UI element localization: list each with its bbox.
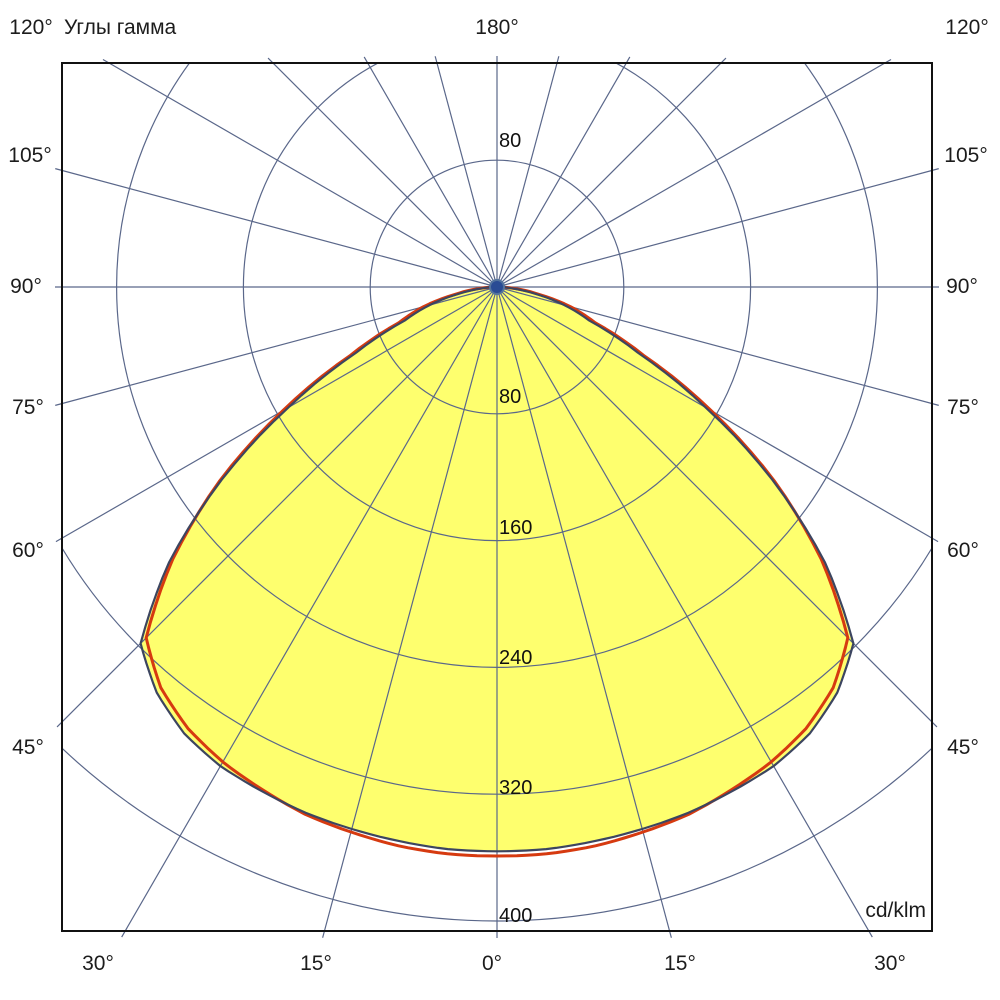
angle-label-bottom-15r: 15° [664,952,696,975]
angle-label-left-75: 75° [12,396,44,419]
radial-tick-320: 320 [499,777,533,799]
radial-tick-160: 160 [499,517,533,539]
angle-label-bottom-30r: 30° [874,952,906,975]
angle-label-right-105: 105° [944,144,988,167]
angle-label-right-45: 45° [947,736,979,759]
angle-label-right-60: 60° [947,539,979,562]
angle-label-top-right: 120° [945,16,989,39]
angle-label-bottom-0: 0° [481,952,503,975]
angle-label-right-75: 75° [947,396,979,419]
angle-label-bottom-15l: 15° [300,952,332,975]
angle-label-left-90: 90° [10,275,42,298]
radial-tick-80-top: 80 [499,130,522,152]
page-title: Углы гамма [64,16,177,39]
angle-label-left-45: 45° [12,736,44,759]
angle-label-right-90: 90° [946,275,978,298]
angle-label-top-left: 120° [9,16,53,39]
angle-label-left-60: 60° [12,539,44,562]
angle-label-top-center: 180° [475,16,519,39]
unit-label: cd/klm [865,899,926,922]
angle-label-left-105: 105° [8,144,52,167]
radial-tick-80: 80 [499,386,522,408]
angle-label-bottom-30l: 30° [82,952,114,975]
radial-tick-240: 240 [499,647,533,669]
radial-tick-400: 400 [499,905,533,927]
